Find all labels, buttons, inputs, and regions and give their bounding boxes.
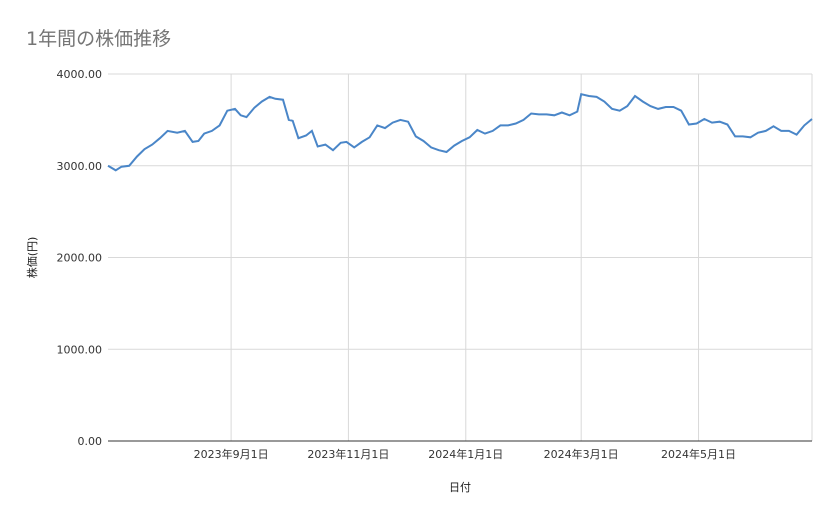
x-tick-label: 2024年5月1日 (661, 447, 736, 461)
x-tick-labels: 2023年9月1日 2023年11月1日 2024年1月1日 2024年3月1日 202… (194, 447, 736, 461)
y-tick-label: 3000.00 (57, 160, 103, 173)
x-tick-label: 2023年11月1日 (307, 447, 389, 461)
y-tick-label: 4000.00 (57, 68, 103, 81)
y-tick-label: 0.00 (78, 435, 103, 448)
chart-title: 1年間の株価推移 (26, 28, 172, 50)
x-axis-label: 日付 (449, 481, 471, 494)
y-tick-label: 2000.00 (57, 252, 103, 265)
series-line (107, 92, 813, 172)
y-tick-labels: 0.00 1000.00 2000.00 3000.00 4000.00 (57, 68, 103, 448)
x-tick-label: 2024年3月1日 (544, 447, 619, 461)
grid (108, 73, 813, 441)
x-tick-label: 2023年9月1日 (194, 447, 269, 461)
y-axis-label: 株価(円) (25, 237, 39, 279)
y-tick-label: 1000.00 (57, 343, 103, 356)
x-tick-label: 2024年1月1日 (428, 447, 503, 461)
